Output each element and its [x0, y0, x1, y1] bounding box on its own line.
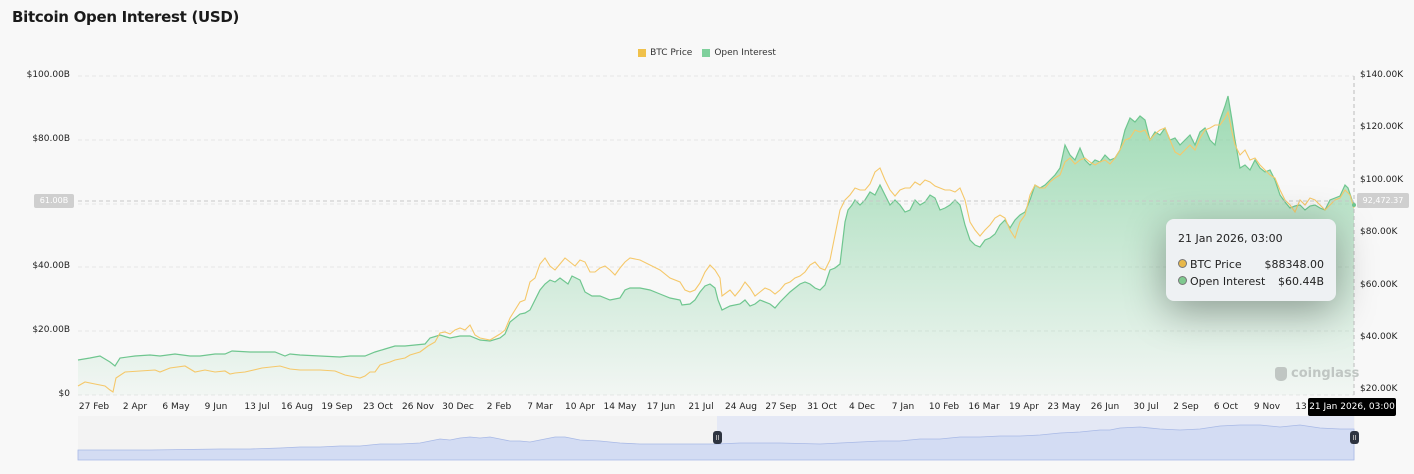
- open-interest-area: [78, 96, 1354, 395]
- x-axis-tick: 19 Sep: [321, 402, 353, 412]
- crosshair-right-value-badge: 92,472.37: [1357, 193, 1409, 208]
- x-axis-tick: 30 Dec: [442, 402, 474, 412]
- legend: BTC Price Open Interest: [0, 48, 1414, 58]
- left-axis-tick: $40.00B: [32, 261, 70, 271]
- x-axis-tick: 16 Aug: [281, 402, 313, 412]
- crosshair-x-label-badge: 21 Jan 2026, 03:00: [1308, 398, 1396, 416]
- x-axis-tick: 17 Jun: [646, 402, 676, 412]
- x-axis-tick: 21 Jul: [688, 402, 714, 412]
- x-axis-tick: 9 Nov: [1253, 402, 1281, 412]
- x-axis-tick: 2 Apr: [122, 402, 148, 412]
- open-interest-line: [77, 95, 1355, 367]
- right-axis-tick: $40.00K: [1360, 332, 1398, 342]
- tooltip-value: $88348.00: [1264, 258, 1325, 271]
- right-axis-tick: $100.00K: [1360, 175, 1404, 185]
- legend-swatch-btc-price: [638, 49, 647, 57]
- crosshair-point-oi: [1352, 203, 1356, 207]
- tooltip-date: 21 Jan 2026, 03:00: [1178, 232, 1283, 245]
- right-axis-tick: $140.00K: [1360, 70, 1404, 80]
- tooltip-row-open-interest: Open Interest $60.44B: [1178, 275, 1324, 288]
- left-axis-tick: $80.00B: [32, 134, 70, 144]
- watermark-text: coinglass: [1291, 366, 1360, 381]
- x-axis-tick: 14 May: [603, 402, 637, 412]
- x-axis-tick: 13: [1295, 402, 1307, 412]
- x-axis-tick: 10 Feb: [928, 402, 960, 412]
- right-axis-tick: $120.00K: [1360, 122, 1404, 132]
- open-interest-dot-icon: [1178, 276, 1187, 285]
- legend-label: Open Interest: [714, 48, 776, 58]
- tooltip-label: BTC Price: [1190, 258, 1242, 271]
- right-axis-tick: $60.00K: [1360, 280, 1398, 290]
- x-axis-tick: 19 Apr: [1009, 402, 1039, 412]
- x-axis-tick: 23 May: [1047, 402, 1081, 412]
- tooltip: 21 Jan 2026, 03:00 BTC Price $88348.00 O…: [1166, 219, 1336, 301]
- left-axis-tick: $100.00B: [26, 70, 70, 80]
- x-axis-tick: 23 Oct: [363, 402, 393, 412]
- x-axis-tick: 6 Oct: [1213, 402, 1239, 412]
- x-axis-tick: 10 Apr: [565, 402, 595, 412]
- x-axis-tick: 26 Nov: [402, 402, 434, 412]
- right-axis-tick: $80.00K: [1360, 227, 1398, 237]
- left-axis-tick: $20.00B: [32, 325, 70, 335]
- tooltip-row-btc-price: BTC Price $88348.00: [1178, 258, 1324, 271]
- legend-label: BTC Price: [650, 48, 693, 58]
- watermark: coinglass: [1275, 366, 1359, 381]
- x-axis-tick: 30 Jul: [1133, 402, 1159, 412]
- navigator-area: [77, 424, 1355, 461]
- legend-item-btc-price[interactable]: BTC Price: [638, 48, 692, 58]
- x-axis-tick: 2 Sep: [1173, 402, 1199, 412]
- x-axis-tick: 16 Mar: [968, 402, 1000, 412]
- legend-swatch-open-interest: [702, 49, 711, 57]
- navigator-handle-left[interactable]: [713, 431, 722, 444]
- x-axis-tick: 31 Oct: [807, 402, 837, 412]
- x-axis-tick: 24 Aug: [725, 402, 757, 412]
- x-axis-tick: 27 Sep: [765, 402, 797, 412]
- x-axis-tick: 6 May: [162, 402, 190, 412]
- tooltip-label: Open Interest: [1190, 275, 1266, 288]
- tooltip-value: $60.44B: [1277, 275, 1324, 288]
- coinglass-logo-icon: [1275, 366, 1287, 381]
- right-axis-tick: $20.00K: [1360, 384, 1398, 394]
- btc-price-dot-icon: [1178, 259, 1187, 268]
- crosshair-left-value-badge: 61.00B: [34, 194, 74, 208]
- x-axis-tick: 2 Feb: [486, 402, 512, 412]
- chart-title: Bitcoin Open Interest (USD): [12, 8, 240, 26]
- left-axis-tick: $0: [58, 389, 70, 399]
- x-axis-tick: 26 Jun: [1090, 402, 1120, 412]
- x-axis-tick: 9 Jun: [204, 402, 228, 412]
- navigator-handle-right[interactable]: [1350, 431, 1359, 444]
- x-axis-tick: 27 Feb: [78, 402, 110, 412]
- legend-item-open-interest[interactable]: Open Interest: [702, 48, 776, 58]
- x-axis-tick: 4 Dec: [848, 402, 876, 412]
- x-axis-tick: 7 Mar: [527, 402, 553, 412]
- btc-price-line: [77, 110, 1355, 393]
- x-axis-tick: 7 Jan: [891, 402, 915, 412]
- x-axis-tick: 13 Jul: [244, 402, 270, 412]
